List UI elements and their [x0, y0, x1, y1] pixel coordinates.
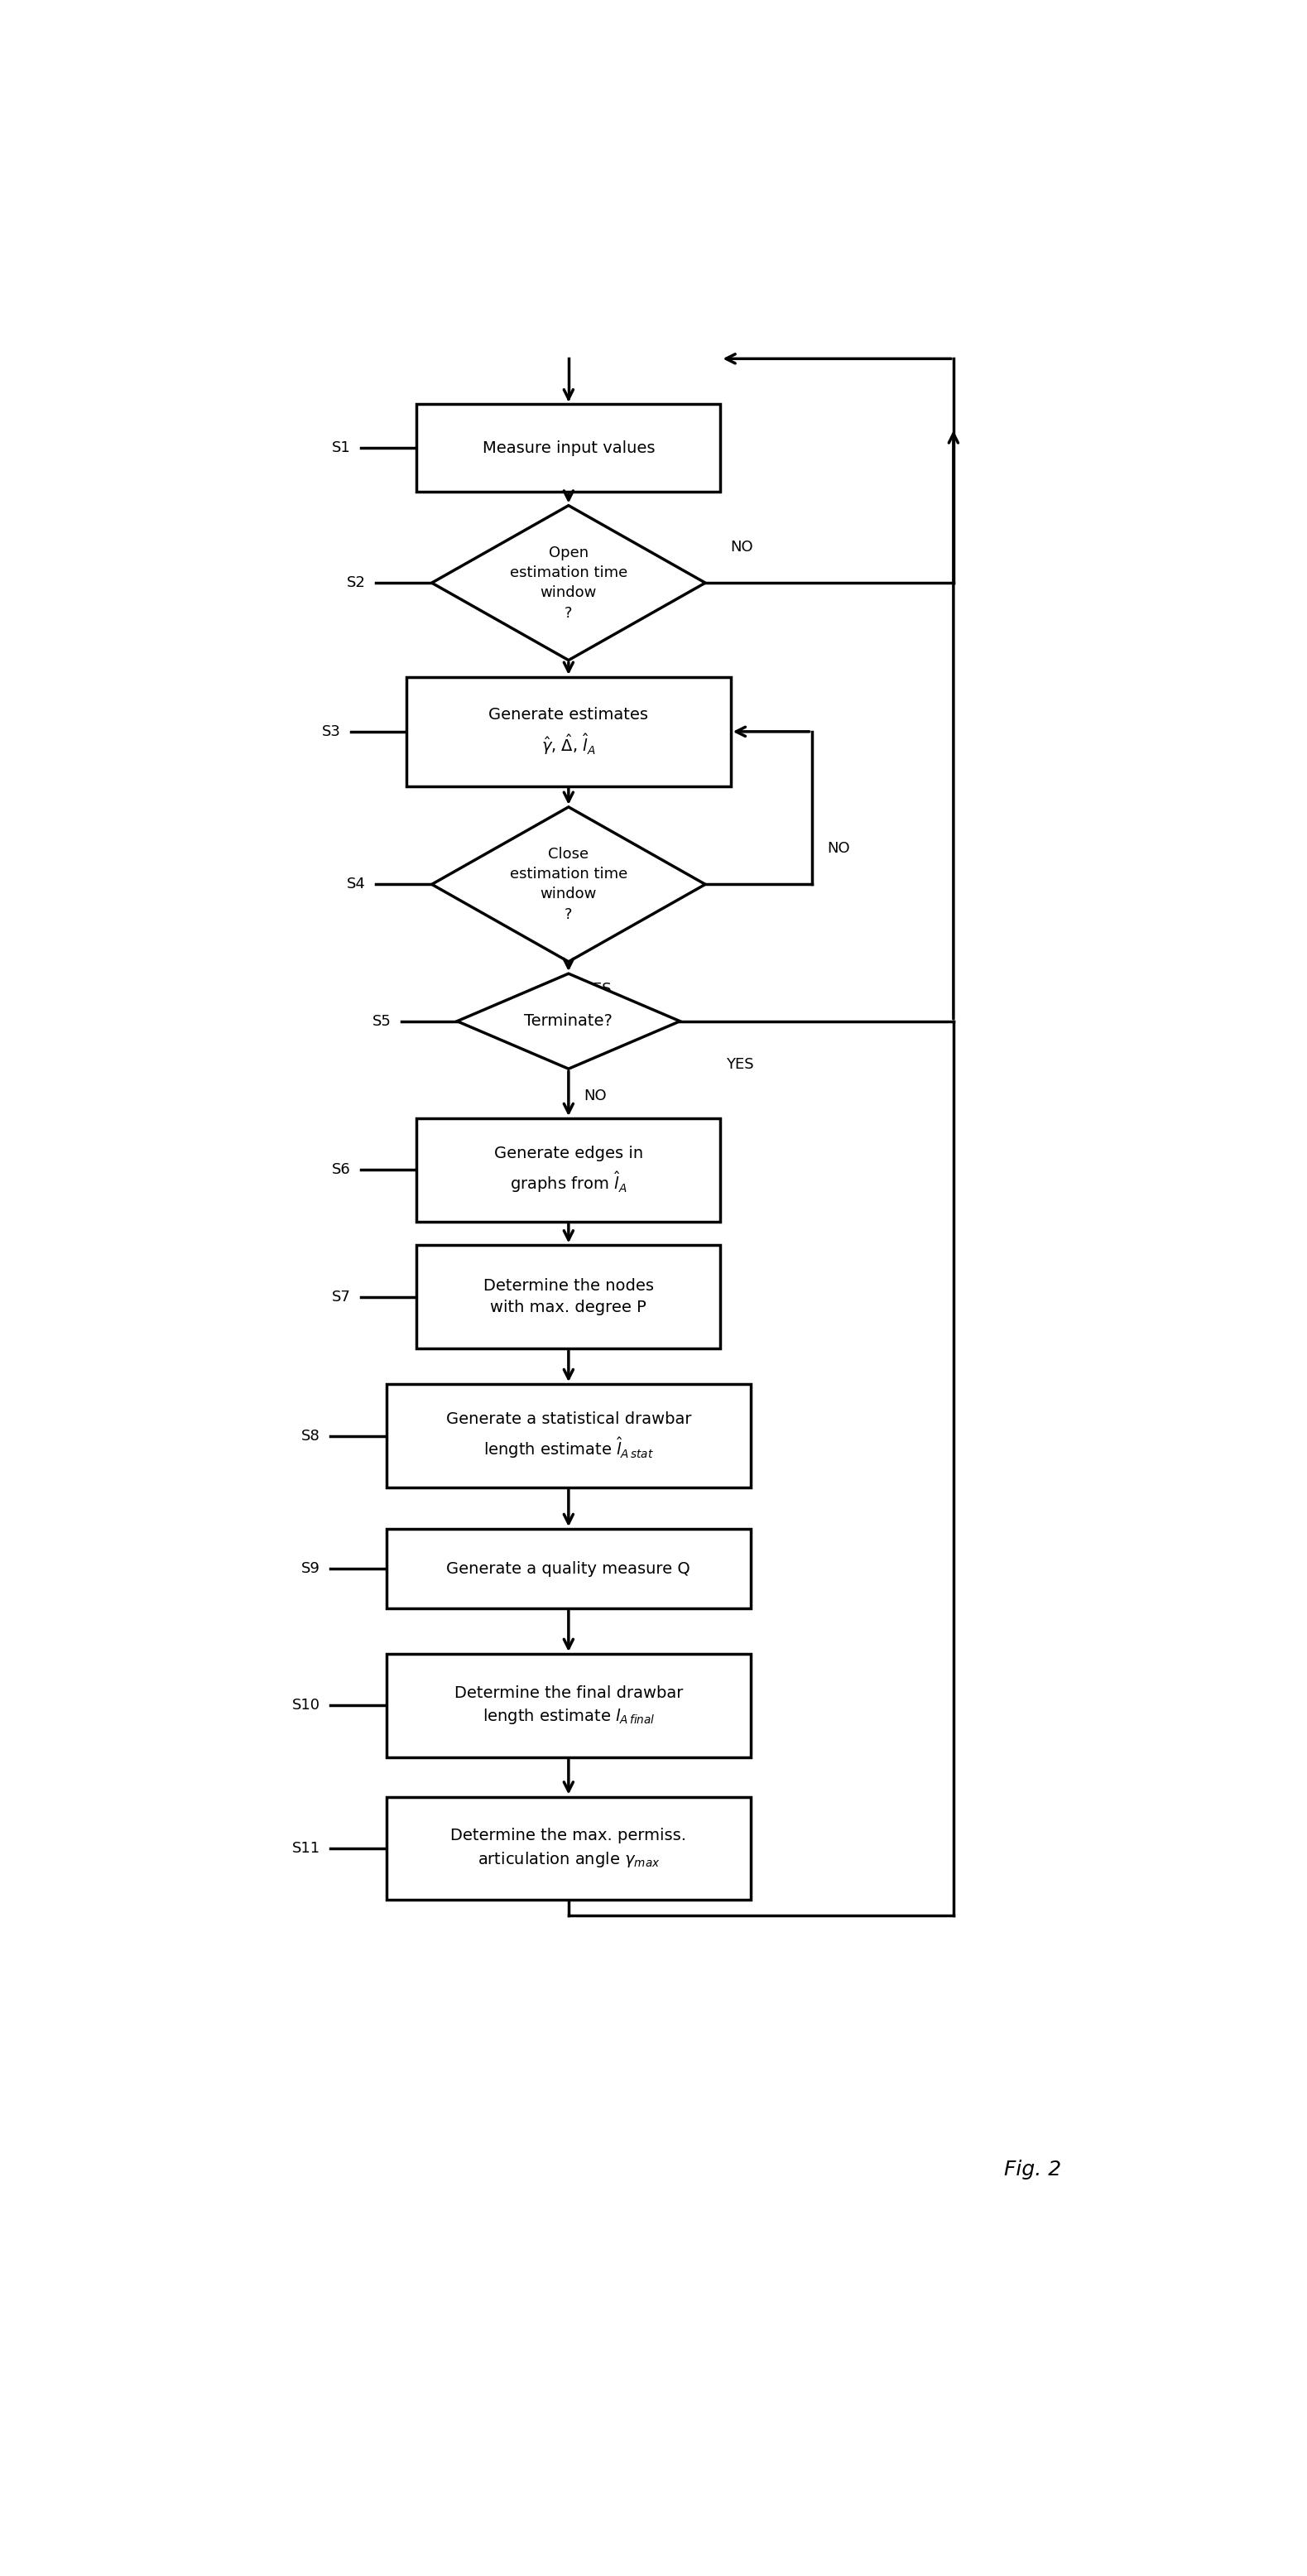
Text: S7: S7: [332, 1291, 350, 1303]
Text: S3: S3: [322, 724, 341, 739]
Text: Determine the nodes
with max. degree P: Determine the nodes with max. degree P: [484, 1278, 654, 1316]
Text: S10: S10: [293, 1698, 320, 1713]
Polygon shape: [457, 974, 680, 1069]
FancyBboxPatch shape: [417, 404, 720, 492]
Text: Close
estimation time
window
?: Close estimation time window ?: [510, 848, 627, 922]
Text: Generate a statistical drawbar
length estimate $\mathit{\hat{l}_{A\,stat}}$: Generate a statistical drawbar length es…: [446, 1412, 691, 1461]
FancyBboxPatch shape: [387, 1530, 752, 1607]
Text: S2: S2: [348, 574, 366, 590]
Text: YES: YES: [584, 981, 612, 997]
Text: NO: NO: [827, 842, 850, 855]
Text: Measure input values: Measure input values: [482, 440, 655, 456]
Text: Open
estimation time
window
?: Open estimation time window ?: [510, 546, 627, 621]
Text: S6: S6: [332, 1162, 350, 1177]
Text: Determine the final drawbar
length estimate $\mathit{l_{A\,final}}$: Determine the final drawbar length estim…: [454, 1685, 684, 1726]
Text: NO: NO: [584, 1090, 606, 1103]
Text: Generate edges in
graphs from $\mathit{\hat{l}_A}$: Generate edges in graphs from $\mathit{\…: [494, 1146, 643, 1195]
Text: Terminate?: Terminate?: [524, 1012, 613, 1028]
Text: S8: S8: [302, 1427, 320, 1443]
FancyBboxPatch shape: [406, 677, 731, 786]
FancyBboxPatch shape: [387, 1654, 752, 1757]
Text: S11: S11: [293, 1842, 320, 1855]
Text: NO: NO: [731, 541, 753, 554]
Text: S4: S4: [348, 876, 366, 891]
Text: Generate estimates
$\mathit{\hat{\gamma}}$, $\mathit{\hat{\Delta}}$, $\mathit{\h: Generate estimates $\mathit{\hat{\gamma}…: [489, 706, 648, 757]
Polygon shape: [431, 505, 706, 659]
Text: Fig. 2: Fig. 2: [1004, 2159, 1061, 2179]
Polygon shape: [431, 806, 706, 961]
Text: S5: S5: [372, 1015, 391, 1028]
Text: S1: S1: [332, 440, 350, 456]
FancyBboxPatch shape: [417, 1244, 720, 1347]
FancyBboxPatch shape: [387, 1798, 752, 1901]
Text: Determine the max. permiss.
articulation angle $\mathit{\gamma_{max}}$: Determine the max. permiss. articulation…: [451, 1829, 686, 1868]
Text: YES: YES: [584, 680, 612, 696]
FancyBboxPatch shape: [387, 1383, 752, 1486]
Text: S9: S9: [302, 1561, 320, 1577]
Text: YES: YES: [725, 1056, 753, 1072]
Text: Generate a quality measure Q: Generate a quality measure Q: [447, 1561, 690, 1577]
FancyBboxPatch shape: [417, 1118, 720, 1221]
